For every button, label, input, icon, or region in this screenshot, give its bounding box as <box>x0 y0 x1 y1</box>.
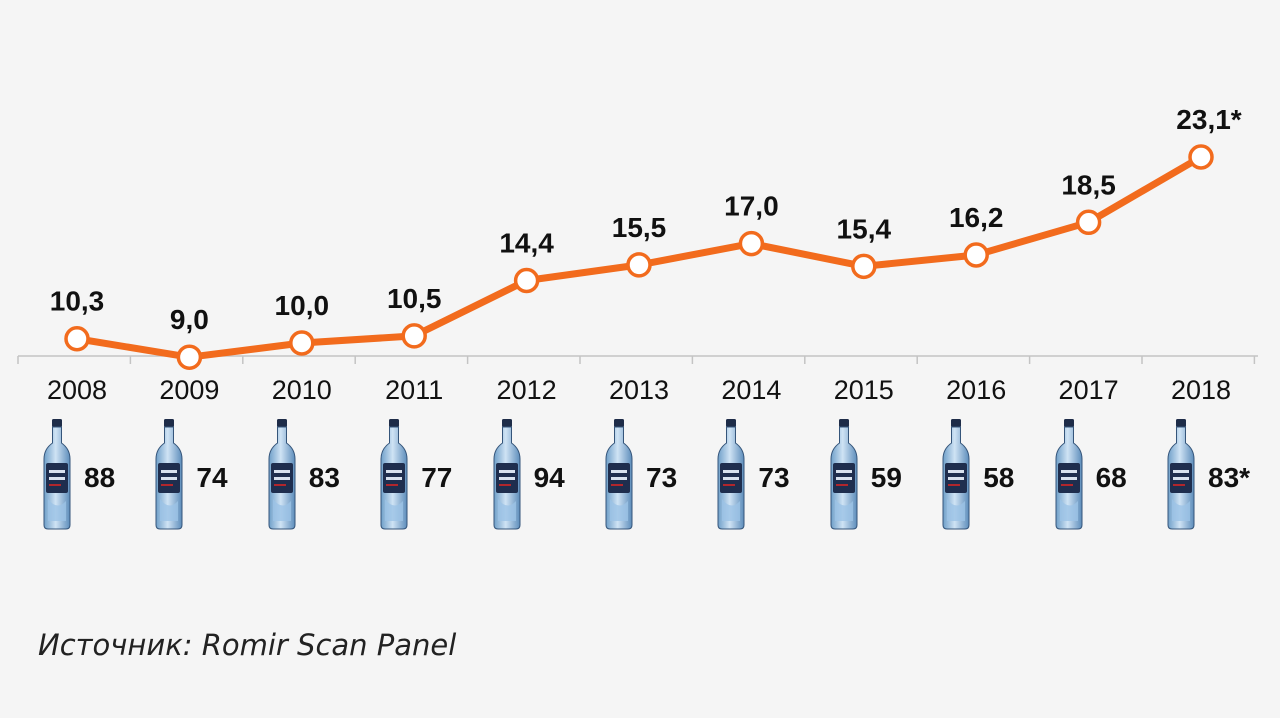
bottle-count: 58 <box>983 461 1015 493</box>
data-point <box>64 325 90 352</box>
x-tick-label: 2011 <box>385 375 443 405</box>
bottle-item: 73 <box>604 419 678 536</box>
vodka-bottle-icon <box>154 419 184 536</box>
bottle-item: 74 <box>154 419 228 536</box>
bottle-item: 73 <box>716 419 790 536</box>
bottle-item: 83 <box>267 419 340 536</box>
vodka-bottle-icon <box>941 419 971 536</box>
vodka-bottle-icon <box>829 419 859 536</box>
bottle-count: 68 <box>1095 461 1127 493</box>
bottle-item: 58 <box>941 419 1015 536</box>
bottle-count: 73 <box>646 461 678 493</box>
bottle-item: 88 <box>42 419 116 536</box>
x-tick-label: 2017 <box>1059 375 1119 405</box>
source-note: Источник: Romir Scan Panel <box>38 628 457 662</box>
data-label: 15,4 <box>837 213 892 244</box>
x-tick-label: 2012 <box>497 375 557 405</box>
x-tick-label: 2013 <box>609 375 669 405</box>
data-point <box>626 252 652 278</box>
data-label: 18,5 <box>1061 169 1116 200</box>
data-point <box>851 253 877 280</box>
bottle-count: 77 <box>421 461 453 493</box>
vodka-bottle-icon <box>379 419 409 536</box>
data-label: 10,0 <box>275 290 330 321</box>
data-points <box>64 144 1214 370</box>
data-label: 16,2 <box>949 202 1004 233</box>
bottle-count: 74 <box>196 461 228 493</box>
data-label: 14,4 <box>499 228 554 259</box>
x-tick-label: 2009 <box>159 375 219 405</box>
data-labels: 10,3 9,0 10,0 10,5 14,4 15,5 17,0 15,4 16,2 18,5 2… <box>50 104 1242 335</box>
x-tick-label: 2014 <box>721 375 781 405</box>
data-point <box>176 344 203 370</box>
data-label: 10,3 <box>50 286 105 317</box>
bottle-item: 68 <box>1054 419 1127 536</box>
x-tick-label: 2018 <box>1171 375 1231 405</box>
data-point <box>401 323 427 349</box>
data-label: 15,5 <box>612 212 667 243</box>
bottle-item: 83* <box>1166 419 1251 536</box>
bottle-count: 59 <box>870 461 902 493</box>
vodka-bottle-icon <box>1166 419 1196 536</box>
data-label: 10,5 <box>387 283 442 314</box>
data-label: 9,0 <box>170 304 209 335</box>
x-tick-label: 2016 <box>946 375 1006 405</box>
bottle-item: 59 <box>829 419 902 536</box>
data-point <box>738 230 765 257</box>
bottle-item: 77 <box>379 419 453 536</box>
vodka-bottle-icon <box>604 419 634 536</box>
data-point <box>1075 209 1102 236</box>
data-point <box>289 330 315 356</box>
x-tick-labels: 2008 2009 2010 2011 2012 2013 2014 2015 2016 2017… <box>47 375 1231 405</box>
vodka-bottle-icon <box>492 419 522 536</box>
vodka-bottle-icon <box>267 419 297 536</box>
data-point <box>963 242 989 268</box>
bottle-count: 83* <box>1208 461 1251 493</box>
x-tick-label: 2010 <box>272 375 332 405</box>
bottle-item: 94 <box>492 419 565 536</box>
data-label: 23,1* <box>1176 104 1241 135</box>
x-axis-ticks <box>17 356 1256 364</box>
data-point <box>513 267 540 294</box>
vodka-bottle-icon <box>42 419 72 536</box>
vodka-bottle-icon <box>716 419 746 536</box>
data-label: 17,0 <box>724 191 779 222</box>
bottle-count: 88 <box>84 461 116 493</box>
bottle-count: 94 <box>533 461 565 493</box>
data-point <box>1188 144 1214 170</box>
x-tick-label: 2008 <box>47 375 107 405</box>
x-tick-label: 2015 <box>834 375 894 405</box>
bottle-count: 73 <box>758 461 790 493</box>
bottle-count: 83 <box>308 461 340 493</box>
vodka-bottle-icon <box>1054 419 1084 536</box>
